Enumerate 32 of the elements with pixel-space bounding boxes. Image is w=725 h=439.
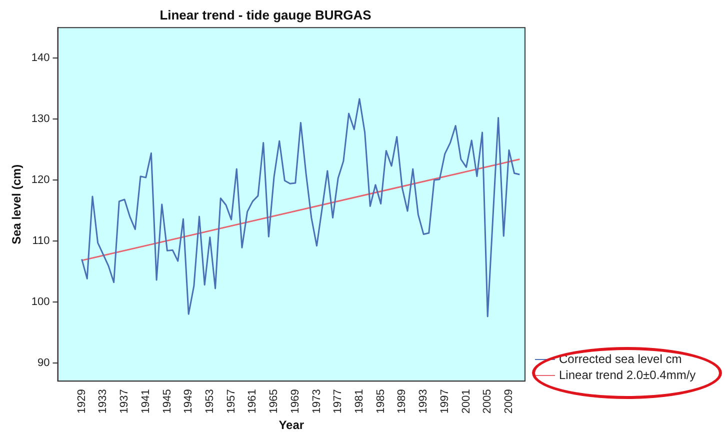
x-tick-label: 1973 bbox=[310, 389, 323, 414]
x-tick-label: 1933 bbox=[97, 389, 110, 414]
legend-label: Corrected sea level cm bbox=[559, 351, 682, 368]
x-tick-label: 1961 bbox=[246, 389, 259, 414]
x-tick-label: 1957 bbox=[225, 389, 238, 414]
x-tick-label: 1997 bbox=[438, 389, 451, 414]
x-tick-label: 1941 bbox=[140, 389, 152, 414]
x-axis-title: Year bbox=[278, 418, 304, 432]
x-tick-label: 1965 bbox=[268, 389, 280, 414]
x-tick-label: 1929 bbox=[76, 389, 88, 414]
x-tick-label: 1981 bbox=[353, 389, 366, 414]
x-tick-label: 2005 bbox=[482, 389, 494, 414]
x-tick-label: 1953 bbox=[204, 389, 216, 414]
x-tick-label: 1989 bbox=[396, 389, 408, 414]
x-tick-label: 2009 bbox=[503, 389, 516, 414]
legend-label: Linear trend 2.0±0.4mm/y bbox=[559, 367, 696, 384]
x-tick-label: 1977 bbox=[332, 389, 344, 414]
x-tick-label: 1937 bbox=[118, 389, 131, 414]
y-tick-label: 140 bbox=[31, 52, 50, 64]
x-tick-label: 1945 bbox=[161, 389, 174, 414]
x-tick-label: 1985 bbox=[374, 389, 387, 414]
y-tick-label: 90 bbox=[38, 356, 50, 369]
y-axis-title: Sea level (cm) bbox=[10, 164, 24, 244]
y-tick-label: 110 bbox=[32, 234, 50, 247]
x-tick-label: 1969 bbox=[289, 389, 302, 414]
y-tick-label: 130 bbox=[31, 113, 50, 126]
x-tick-label: 1993 bbox=[418, 389, 430, 414]
chart-title: Linear trend - tide gauge BURGAS bbox=[160, 7, 372, 22]
y-tick-label: 100 bbox=[31, 296, 50, 308]
x-tick-label: 2001 bbox=[460, 389, 472, 414]
x-tick-label: 1949 bbox=[182, 389, 195, 414]
y-tick-label: 120 bbox=[31, 174, 50, 186]
